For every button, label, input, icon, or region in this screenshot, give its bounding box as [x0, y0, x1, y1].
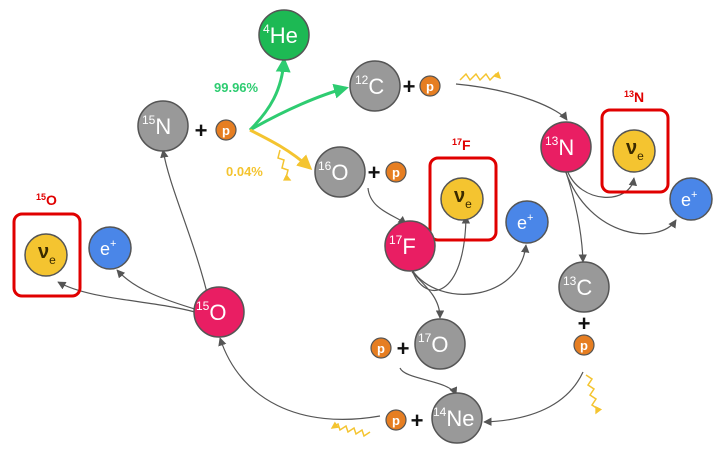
plus-o17: + — [397, 336, 410, 361]
decay-labels: 15O 17F 13N — [36, 89, 644, 208]
nucleus-n13: 13N — [540, 121, 592, 173]
svg-text:e+: e+ — [681, 189, 697, 210]
arrow-n13-to-positron — [564, 169, 677, 235]
decay-label-o15: 15O — [36, 192, 57, 208]
svg-text:12C: 12C — [355, 73, 384, 99]
arrow-o15-to-neutrino — [57, 281, 196, 313]
gamma-icon-4 — [330, 421, 371, 438]
gamma-icon-2 — [277, 149, 292, 181]
svg-text:16O: 16O — [318, 159, 348, 185]
branch-arrows — [248, 57, 349, 171]
svg-text:17O: 17O — [418, 331, 448, 357]
nuclei: 4He 12C 15N 16O 13N 17F 15O 13C — [137, 9, 610, 444]
branch-label-minor: 0.04% — [226, 164, 263, 179]
arrow-n13-to-c13 — [565, 171, 587, 263]
proton-ne14: p — [385, 409, 407, 431]
nucleus-n15: 15N — [137, 100, 189, 152]
nucleus-c12: 12C — [349, 60, 401, 112]
svg-text:p: p — [580, 338, 588, 353]
svg-text:p: p — [426, 79, 434, 94]
svg-text:νe: νe — [454, 185, 472, 211]
arrow-c12-to-n13 — [455, 83, 568, 121]
arrow-o15-to-n15 — [160, 149, 211, 306]
nucleus-o16: 16O — [314, 146, 366, 198]
decay-label-n13: 13N — [624, 89, 644, 105]
positron-o15: e+ — [88, 226, 132, 270]
arrow-o15-to-positron — [116, 269, 199, 311]
nucleus-ne14: 14Ne — [431, 392, 483, 444]
branch-to-he4 — [248, 57, 291, 132]
branch-label-major: 99.96% — [214, 80, 259, 95]
plus-signs: + + + + + + — [195, 74, 591, 433]
nucleus-he4: 4He — [258, 9, 310, 61]
neutrino-box-o15 — [12, 212, 82, 298]
arrow-f17-to-neutrino — [411, 215, 471, 292]
neutrino-box-n13 — [600, 108, 670, 194]
nucleus-o15: 15O — [193, 286, 245, 338]
svg-text:p: p — [222, 123, 230, 138]
reaction-arrows — [57, 83, 677, 426]
proton-c12: p — [419, 75, 441, 97]
positrons: e+ e+ e+ — [88, 177, 713, 270]
arrow-o17-to-ne14 — [399, 367, 458, 396]
proton-n15: p — [215, 119, 237, 141]
svg-text:νe: νe — [626, 137, 644, 163]
svg-text:p: p — [392, 413, 400, 428]
positron-f17: e+ — [505, 200, 549, 244]
nucleus-c13: 13C — [558, 261, 610, 313]
svg-text:15N: 15N — [142, 113, 171, 139]
plus-ne14: + — [411, 408, 424, 433]
plus-n15: + — [195, 118, 208, 143]
arrow-f17-to-o17 — [411, 271, 445, 319]
neutrino-box-f17 — [428, 156, 498, 242]
plus-c12: + — [403, 74, 416, 99]
neutrino-boxes — [12, 108, 670, 298]
neutrino-f17: νe — [440, 177, 484, 221]
decay-label-f17: 17F — [452, 137, 471, 153]
arrow-c13-to-ne14 — [483, 371, 584, 426]
arrow-o16-to-f17 — [367, 187, 407, 225]
svg-text:νe: νe — [38, 241, 56, 267]
svg-text:e+: e+ — [517, 212, 533, 233]
neutrino-n13: νe — [612, 129, 656, 173]
proton-o17: p — [370, 337, 392, 359]
nucleus-o17: 17O — [414, 318, 466, 370]
svg-text:p: p — [392, 165, 400, 180]
protons: p p p p p p — [215, 75, 595, 431]
svg-text:13C: 13C — [563, 274, 592, 300]
plus-o16: + — [368, 160, 381, 185]
gamma-icon-1 — [459, 71, 502, 82]
proton-o16: p — [385, 161, 407, 183]
svg-text:15O: 15O — [196, 299, 226, 325]
arrow-f17-to-positron — [411, 244, 530, 295]
gamma-icon-3 — [585, 374, 603, 415]
svg-text:17F: 17F — [389, 233, 416, 259]
svg-text:e+: e+ — [100, 238, 116, 259]
proton-c13: p — [573, 334, 595, 356]
gamma-rays — [277, 71, 603, 438]
arrow-ne14-to-o15 — [218, 337, 381, 420]
branch-to-o16 — [249, 128, 313, 171]
svg-text:4He: 4He — [263, 22, 298, 48]
positron-n13: e+ — [669, 177, 713, 221]
svg-text:14Ne: 14Ne — [433, 405, 474, 431]
svg-text:p: p — [377, 341, 385, 356]
nucleus-f17: 17F — [384, 220, 436, 272]
neutrinos: νe νe νe — [24, 129, 656, 277]
plus-c13: + — [578, 311, 591, 336]
arrow-n13-to-neutrino — [566, 169, 638, 198]
branch-to-c12 — [249, 83, 349, 132]
neutrino-o15: νe — [24, 233, 68, 277]
svg-text:13N: 13N — [545, 134, 574, 160]
